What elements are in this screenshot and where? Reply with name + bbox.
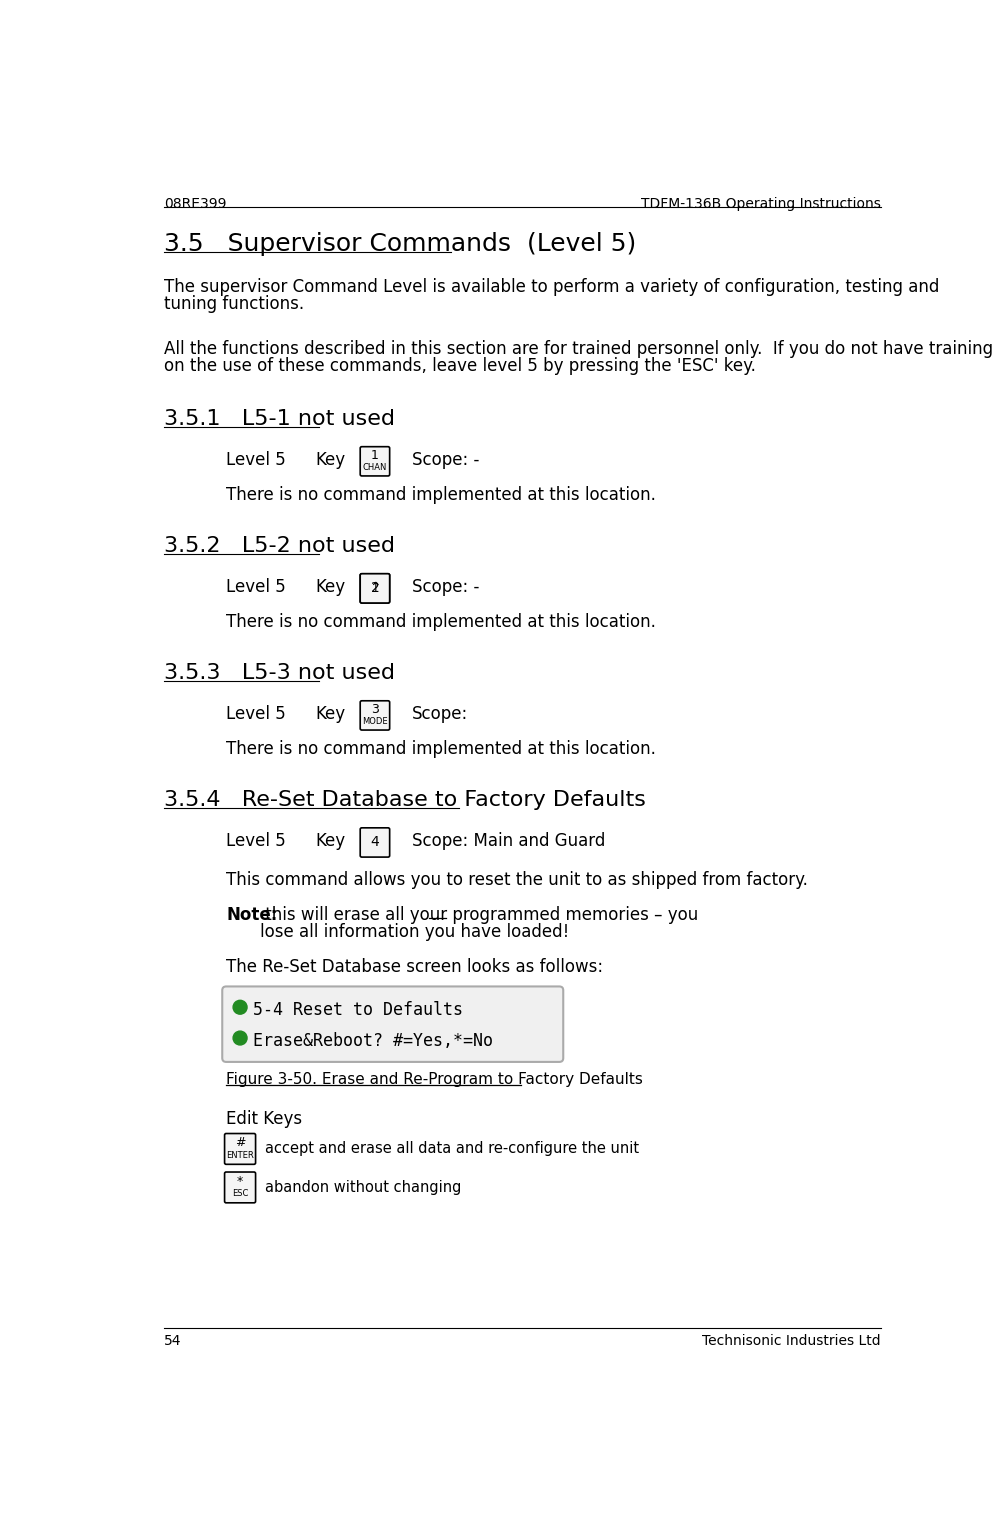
Text: 4: 4 <box>370 835 379 850</box>
Text: Scope: Main and Guard: Scope: Main and Guard <box>412 832 605 850</box>
Text: Level 5: Level 5 <box>225 832 286 850</box>
Text: 54: 54 <box>164 1335 181 1348</box>
Text: The supervisor Command Level is available to perform a variety of configuration,: The supervisor Command Level is availabl… <box>164 279 939 295</box>
Text: 3.5.1   L5-1 not used: 3.5.1 L5-1 not used <box>164 409 395 429</box>
FancyBboxPatch shape <box>360 827 389 857</box>
Text: abandon without changing: abandon without changing <box>265 1180 461 1195</box>
Text: #: # <box>234 1136 245 1150</box>
Text: Scope:: Scope: <box>412 706 468 723</box>
Text: Scope: -: Scope: - <box>412 451 479 470</box>
Text: 08RE399: 08RE399 <box>164 197 226 211</box>
Text: 3.5.2   L5-2 not used: 3.5.2 L5-2 not used <box>164 536 395 556</box>
Text: *: * <box>236 1174 242 1188</box>
Text: tuning functions.: tuning functions. <box>164 295 304 314</box>
Text: Scope: -: Scope: - <box>412 579 479 597</box>
FancyBboxPatch shape <box>224 1173 256 1203</box>
Text: 3.5.4   Re-Set Database to Factory Defaults: 3.5.4 Re-Set Database to Factory Default… <box>164 791 645 811</box>
Text: Note:: Note: <box>225 906 278 924</box>
Text: accept and erase all data and re-configure the unit: accept and erase all data and re-configu… <box>265 1141 638 1156</box>
Text: Key: Key <box>315 832 345 850</box>
Text: All the functions described in this section are for trained personnel only.  If : All the functions described in this sect… <box>164 339 992 358</box>
Text: 1: 1 <box>371 448 379 462</box>
Text: There is no command implemented at this location.: There is no command implemented at this … <box>225 486 655 504</box>
Text: 2: 2 <box>370 582 379 595</box>
Text: Level 5: Level 5 <box>225 451 286 470</box>
Text: Level 5: Level 5 <box>225 579 286 597</box>
Text: TDFM-136B Operating Instructions: TDFM-136B Operating Instructions <box>640 197 880 211</box>
Text: MODE: MODE <box>362 717 388 726</box>
FancyBboxPatch shape <box>360 447 389 476</box>
Text: lose all information you have loaded!: lose all information you have loaded! <box>260 923 569 941</box>
Text: ↑: ↑ <box>369 582 381 595</box>
Text: Erase&Reboot? #=Yes,*=No: Erase&Reboot? #=Yes,*=No <box>253 1032 493 1050</box>
Text: 3: 3 <box>371 703 379 717</box>
Text: There is no command implemented at this location.: There is no command implemented at this … <box>225 739 655 758</box>
Text: 3.5   Supervisor Commands  (Level 5): 3.5 Supervisor Commands (Level 5) <box>164 232 635 256</box>
Text: This command allows you to reset the unit to as shipped from factory.: This command allows you to reset the uni… <box>225 871 808 889</box>
Text: this will erase all your programmed memories – you: this will erase all your programmed memo… <box>260 906 703 924</box>
Text: 5-4 Reset to Defaults: 5-4 Reset to Defaults <box>253 1001 463 1020</box>
Text: Level 5: Level 5 <box>225 706 286 723</box>
FancyBboxPatch shape <box>224 1133 256 1165</box>
Text: Technisonic Industries Ltd: Technisonic Industries Ltd <box>701 1335 880 1348</box>
FancyBboxPatch shape <box>222 986 563 1062</box>
Text: Key: Key <box>315 579 345 597</box>
Text: CHAN: CHAN <box>363 462 387 471</box>
Text: on the use of these commands, leave level 5 by pressing the 'ESC' key.: on the use of these commands, leave leve… <box>164 356 756 374</box>
Circle shape <box>232 1000 246 1014</box>
Text: The Re-Set Database screen looks as follows:: The Re-Set Database screen looks as foll… <box>225 957 602 976</box>
Text: Key: Key <box>315 706 345 723</box>
Circle shape <box>232 1032 246 1045</box>
FancyBboxPatch shape <box>360 574 389 603</box>
Text: There is no command implemented at this location.: There is no command implemented at this … <box>225 614 655 632</box>
Text: ESC: ESC <box>231 1189 248 1198</box>
Text: Edit Keys: Edit Keys <box>225 1110 302 1129</box>
Text: 3.5.3   L5-3 not used: 3.5.3 L5-3 not used <box>164 664 395 683</box>
Text: ENTER: ENTER <box>226 1150 254 1159</box>
FancyBboxPatch shape <box>360 574 389 603</box>
Text: Figure 3-50. Erase and Re-Program to Factory Defaults: Figure 3-50. Erase and Re-Program to Fac… <box>225 1073 642 1086</box>
Text: Key: Key <box>315 451 345 470</box>
FancyBboxPatch shape <box>360 701 389 730</box>
